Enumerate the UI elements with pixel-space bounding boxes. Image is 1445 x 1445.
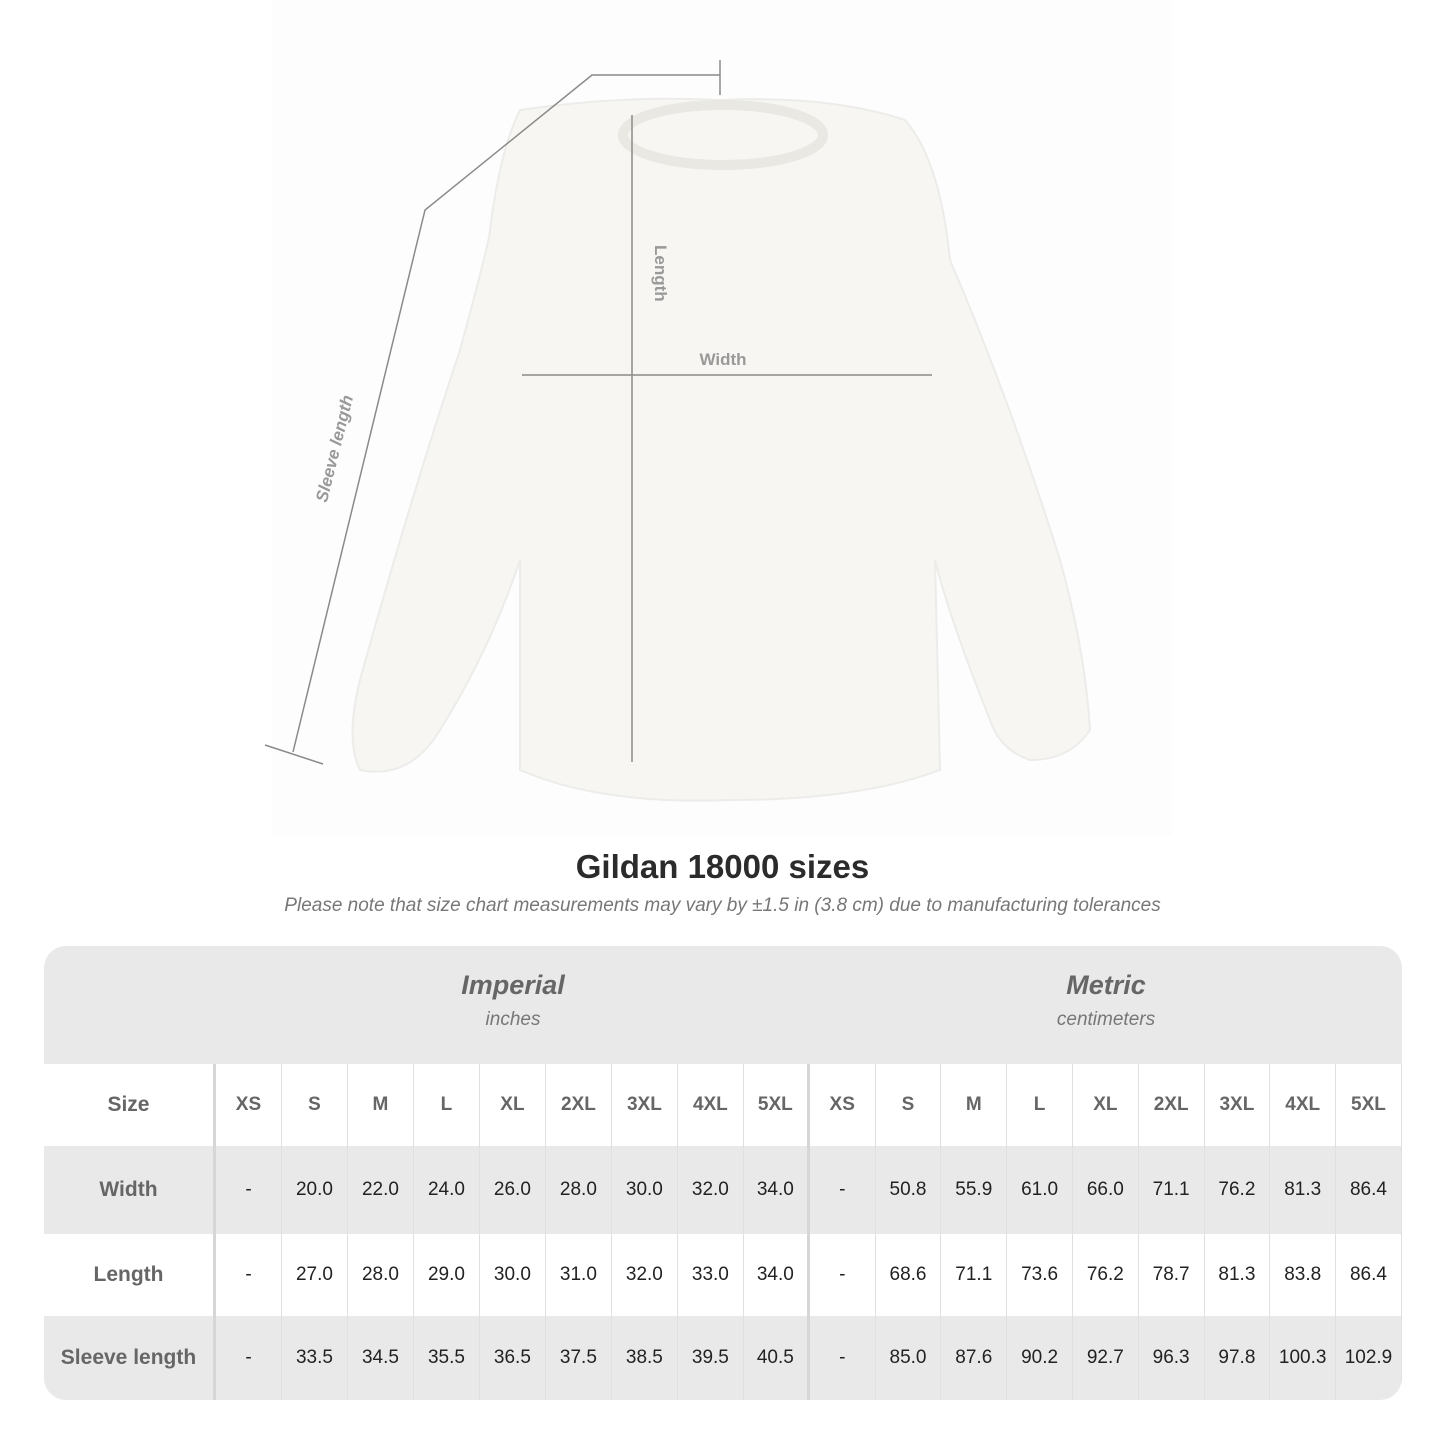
value-cell: - [216,1234,282,1316]
size-header-cell: 2XL [546,1064,612,1146]
size-header-cell: S [876,1064,942,1146]
metric-title: Metric [1066,970,1146,1000]
size-header-cell: 5XL [744,1064,810,1146]
size-header-cell: 4XL [1270,1064,1337,1146]
value-cell: 27.0 [282,1234,348,1316]
value-cell: 96.3 [1139,1316,1205,1400]
tolerance-note: Please note that size chart measurements… [284,895,1161,916]
size-header-cell: 4XL [678,1064,744,1146]
metric-header: Metric centimeters [810,946,1402,1064]
size-header-cell: M [348,1064,414,1146]
value-cell: 66.0 [1073,1146,1139,1234]
value-cell: 20.0 [282,1146,348,1234]
size-header-cell: L [414,1064,480,1146]
value-cell: 30.0 [612,1146,678,1234]
size-header-cell: XL [480,1064,546,1146]
value-cell: 34.5 [348,1316,414,1400]
value-cell: - [810,1316,876,1400]
value-cell: 86.4 [1336,1234,1402,1316]
row-label: Sleeve length [44,1316,216,1400]
value-cell: 39.5 [678,1316,744,1400]
table-row: Length -27.0 28.0 29.0 30.0 31.0 32.0 33.0 34.0-… [44,1234,1402,1316]
value-cell: 83.8 [1270,1234,1337,1316]
value-cell: 34.0 [744,1146,810,1234]
value-cell: 35.5 [414,1316,480,1400]
value-cell: 78.7 [1139,1234,1205,1316]
value-cell: 92.7 [1073,1316,1139,1400]
size-header-cell: 3XL [1205,1064,1271,1146]
size-header-cell: XL [1073,1064,1139,1146]
value-cell: 28.0 [348,1234,414,1316]
sweatshirt-image [351,97,1092,802]
value-cell: 26.0 [480,1146,546,1234]
row-label: Width [44,1146,216,1234]
value-cell: 50.8 [876,1146,942,1234]
size-header-cell: XS [216,1064,282,1146]
value-cell: 40.5 [744,1316,810,1400]
measurement-lines [264,60,932,765]
imperial-unit: inches [485,1009,541,1030]
value-cell: 29.0 [414,1234,480,1316]
row-label: Length [44,1234,216,1316]
unit-header-band [44,946,1402,1064]
value-cell: 100.3 [1270,1316,1337,1400]
value-cell: 36.5 [480,1316,546,1400]
size-header-cell: S [282,1064,348,1146]
size-header-cell: L [1007,1064,1073,1146]
value-cell: 71.1 [1139,1146,1205,1234]
value-cell: 86.4 [1336,1146,1402,1234]
value-cell: 24.0 [414,1146,480,1234]
size-header-cell: 5XL [1336,1064,1402,1146]
value-cell: - [216,1146,282,1234]
value-cell: - [216,1316,282,1400]
value-cell: 34.0 [744,1234,810,1316]
size-header-cell: 3XL [612,1064,678,1146]
table-row: Sleeve length -33.5 34.5 35.5 36.5 37.5 38.5 39… [44,1316,1402,1400]
value-cell: 30.0 [480,1234,546,1316]
size-table: Imperial inches Metric centimeters Size X… [44,946,1402,1400]
value-cell: 71.1 [941,1234,1008,1316]
value-cell: 61.0 [1007,1146,1073,1234]
page-title: Gildan 18000 sizes [575,848,870,885]
value-cell: 90.2 [1007,1316,1073,1400]
table-row: Width -20.0 22.0 24.0 26.0 28.0 30.0 32.0 34.0-5… [44,1146,1402,1234]
value-cell: 73.6 [1007,1234,1073,1316]
imperial-header: Imperial inches [216,946,810,1064]
value-cell: - [810,1146,876,1234]
metric-unit: centimeters [1056,1009,1156,1030]
size-header-row: Size XS S M L XL 2XL 3XL 4XL 5XL XS S M L XL 2XL 3XL 4XL 5… [44,1064,1402,1146]
size-header-cell: XS [810,1064,876,1146]
size-header-cell: M [941,1064,1008,1146]
length-label: Length [651,245,670,302]
width-label: Width [699,350,746,369]
value-cell: 81.3 [1270,1146,1337,1234]
value-cell: 32.0 [612,1234,678,1316]
value-cell: - [810,1234,876,1316]
value-cell: 87.6 [941,1316,1008,1400]
value-cell: 28.0 [546,1146,612,1234]
value-cell: 22.0 [348,1146,414,1234]
value-cell: 55.9 [941,1146,1008,1234]
value-cell: 97.8 [1205,1316,1271,1400]
value-cell: 37.5 [546,1316,612,1400]
value-cell: 32.0 [678,1146,744,1234]
value-cell: 102.9 [1336,1316,1402,1400]
value-cell: 33.0 [678,1234,744,1316]
value-cell: 68.6 [876,1234,942,1316]
size-header-cell: 2XL [1139,1064,1205,1146]
value-cell: 33.5 [282,1316,348,1400]
value-cell: 76.2 [1073,1234,1139,1316]
value-cell: 81.3 [1205,1234,1271,1316]
value-cell: 31.0 [546,1234,612,1316]
value-cell: 38.5 [612,1316,678,1400]
sweatshirt-diagram: Length Width Sleeve length [264,60,1092,802]
value-cell: 85.0 [876,1316,942,1400]
value-cell: 76.2 [1205,1146,1271,1234]
row-label: Size [44,1064,216,1146]
imperial-title: Imperial [461,970,565,1000]
